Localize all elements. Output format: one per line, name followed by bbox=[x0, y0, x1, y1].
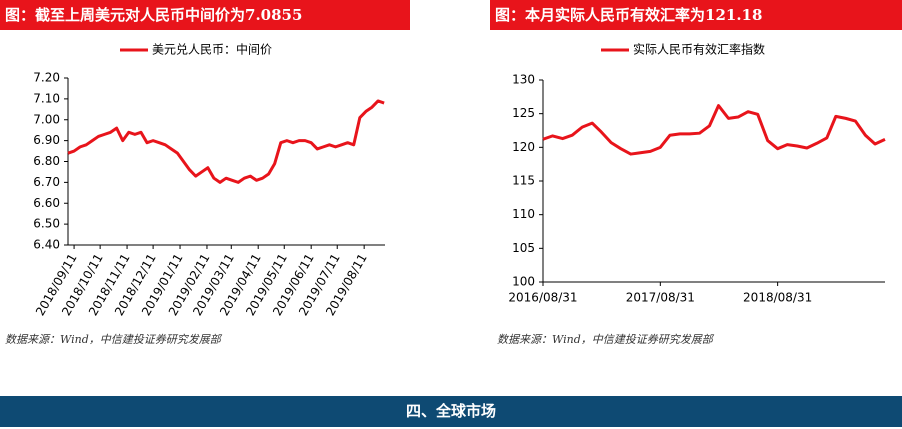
title-bar bbox=[490, 0, 902, 30]
section-title: 四、全球市场 bbox=[406, 402, 496, 420]
chart-title: 图：本月实际人民币有效汇率为121.18 bbox=[495, 6, 762, 24]
x-tick-label: 2016/08/31 bbox=[508, 291, 577, 305]
series-line bbox=[67, 99, 385, 184]
legend-label: 美元兑人民币：中间价 bbox=[152, 42, 272, 57]
x-tick-label: 2017/08/31 bbox=[626, 291, 695, 305]
y-tick-label: 6.60 bbox=[33, 196, 60, 210]
y-tick-label: 6.50 bbox=[33, 217, 60, 231]
y-tick-label: 130 bbox=[512, 73, 535, 87]
y-tick-label: 6.70 bbox=[33, 175, 60, 189]
series-line bbox=[542, 104, 886, 156]
source-note: 数据来源：Wind，中信建投证券研究发展部 bbox=[5, 333, 223, 346]
y-tick-label: 6.90 bbox=[33, 133, 60, 147]
y-tick-label: 125 bbox=[512, 106, 535, 120]
y-tick-label: 105 bbox=[512, 241, 535, 255]
y-tick-label: 7.00 bbox=[33, 112, 60, 126]
section-banner bbox=[0, 396, 902, 427]
y-tick-label: 110 bbox=[512, 207, 535, 221]
chart-title: 图：截至上周美元对人民币中间价为7.0855 bbox=[5, 6, 302, 24]
title-bar bbox=[0, 0, 410, 30]
x-tick-label: 2018/08/31 bbox=[743, 291, 812, 305]
y-tick-label: 7.10 bbox=[33, 91, 60, 105]
source-note: 数据来源：Wind，中信建投证券研究发展部 bbox=[497, 333, 715, 346]
y-tick-label: 6.80 bbox=[33, 154, 60, 168]
y-tick-label: 115 bbox=[512, 174, 535, 188]
y-tick-label: 7.20 bbox=[33, 71, 60, 85]
y-tick-label: 120 bbox=[512, 140, 535, 154]
y-tick-label: 100 bbox=[512, 275, 535, 289]
y-tick-label: 6.40 bbox=[33, 238, 60, 252]
legend-label: 实际人民币有效汇率指数 bbox=[633, 42, 765, 57]
